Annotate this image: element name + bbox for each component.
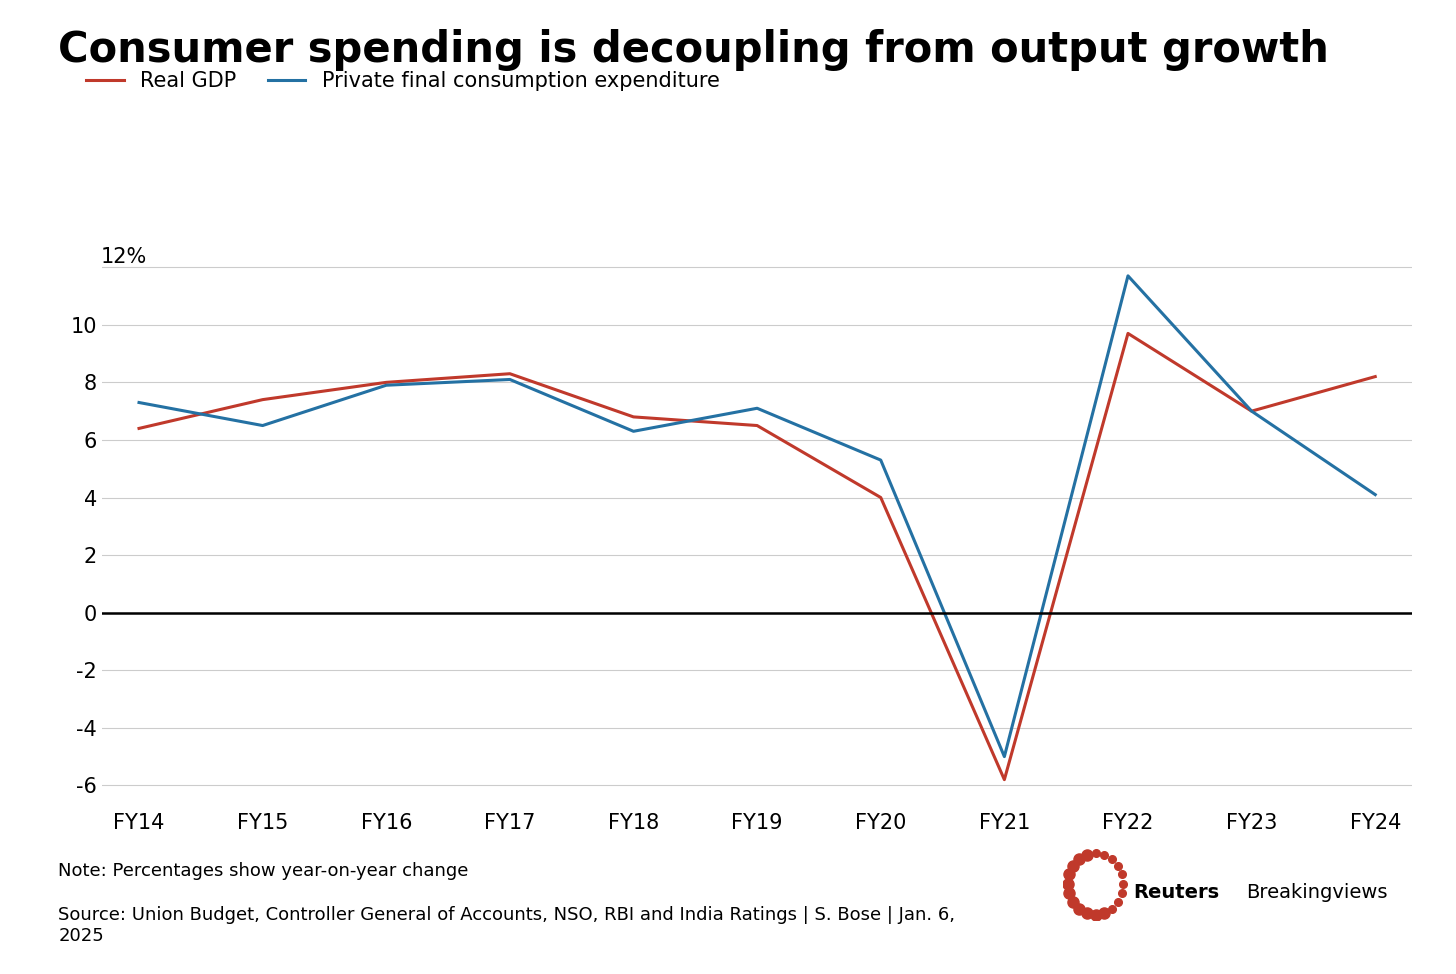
Legend: Real GDP, Private final consumption expenditure: Real GDP, Private final consumption expe… (86, 71, 719, 91)
Text: 12%: 12% (100, 247, 147, 267)
Text: Note: Percentages show year-on-year change: Note: Percentages show year-on-year chan… (58, 862, 469, 880)
Text: Breakingviews: Breakingviews (1246, 883, 1388, 903)
Text: Reuters: Reuters (1133, 883, 1219, 903)
Text: Source: Union Budget, Controller General of Accounts, NSO, RBI and India Ratings: Source: Union Budget, Controller General… (58, 906, 955, 945)
Text: Consumer spending is decoupling from output growth: Consumer spending is decoupling from out… (58, 29, 1329, 71)
